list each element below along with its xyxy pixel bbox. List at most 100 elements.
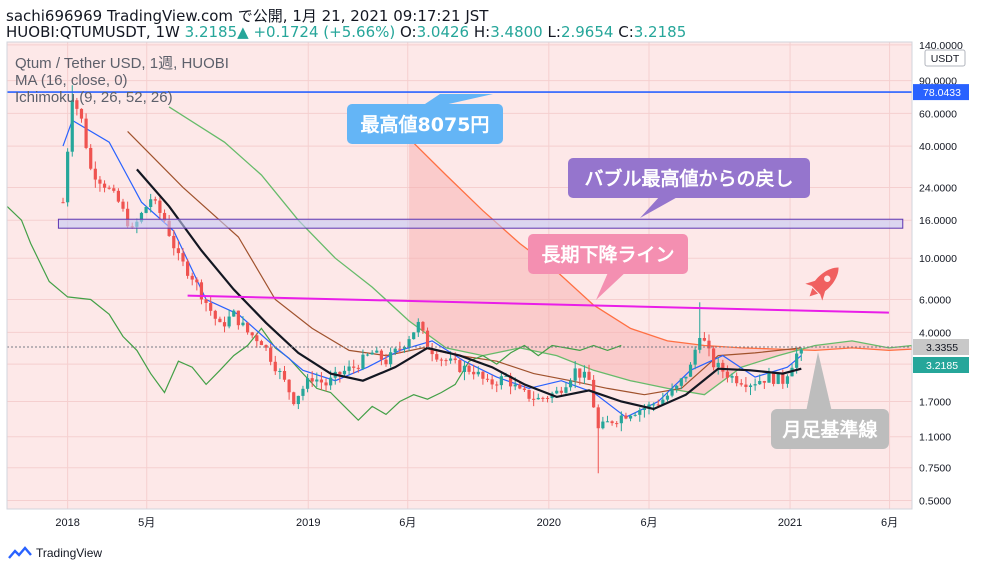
hline-price-label: 78.0433 [923, 87, 961, 99]
candle-body [582, 371, 587, 378]
candle-body [439, 359, 443, 361]
candle-body [61, 202, 65, 204]
resistance-zone [57, 218, 904, 229]
price-tick-label: 140.0000 [919, 40, 963, 52]
candle-body [324, 382, 328, 386]
candle-body [218, 318, 222, 323]
price-tick-label: 16.0000 [919, 215, 957, 227]
candle-body [158, 200, 162, 213]
downtrend-callout-text[interactable]: 長期下降ライン [541, 243, 674, 266]
candle-body [670, 388, 674, 396]
candle-body [495, 384, 499, 386]
legend-ichimoku[interactable]: Ichimoku (9, 26, 52, 26) [15, 89, 173, 106]
candle-body [758, 380, 762, 385]
ichimoku-cloud [409, 138, 912, 395]
low-label: L: [547, 23, 561, 41]
candle-body [721, 362, 725, 372]
legend-ma[interactable]: MA (16, close, 0) [15, 72, 128, 89]
candle-body [785, 376, 790, 384]
close-label: C: [618, 23, 634, 41]
price-tick-label: 6.0000 [919, 295, 951, 307]
candle-body [329, 377, 333, 386]
candle-body [250, 332, 254, 336]
candle-body [338, 371, 342, 375]
candle-body [633, 414, 637, 416]
candle-body [116, 190, 120, 202]
monthly-callout-text[interactable]: 月足基準線 [781, 418, 877, 441]
time-tick-label: 6月 [881, 517, 898, 529]
candle-body [107, 187, 111, 189]
candle-body [70, 100, 74, 152]
candle-body [379, 350, 383, 360]
price-tick-label: 0.5000 [919, 495, 951, 507]
candle-body [181, 253, 185, 262]
candle-body [730, 376, 734, 378]
candle-body [555, 390, 559, 394]
candle-body [444, 360, 448, 362]
candle-body [264, 345, 268, 348]
candle-body [421, 321, 425, 331]
candle-body [698, 337, 702, 350]
low-value: 2.9654 [560, 23, 614, 41]
candle-body [799, 349, 803, 354]
candle-body [462, 365, 467, 372]
candle-body [347, 366, 351, 371]
candle-body [449, 358, 453, 361]
candle-body [601, 421, 605, 429]
symbol-label[interactable]: HUOBI:QTUMUSDT, 1W [6, 23, 180, 41]
candle-body [222, 322, 227, 327]
candle-body [702, 337, 706, 341]
currency-label: USDT [931, 53, 960, 65]
candle-body [522, 388, 527, 390]
legend-title[interactable]: Qtum / Tether USD, 1週, HUOBI [15, 55, 229, 72]
brand-label[interactable]: TradingView [36, 546, 103, 560]
price-tick-label: 1.7000 [919, 397, 951, 409]
time-tick-label: 5月 [138, 517, 155, 529]
peak-callout-text[interactable]: 最高値8075円 [361, 113, 490, 136]
candle-body [162, 212, 167, 221]
candle-body [490, 379, 494, 385]
candle-body [287, 379, 291, 393]
candle-body [370, 352, 374, 355]
axes: 140.000090.000060.000040.000024.000016.0… [6, 40, 963, 529]
time-tick-label: 2021 [778, 517, 802, 529]
candle-body [725, 371, 730, 378]
candle-body [430, 348, 434, 355]
candle-body [89, 147, 93, 169]
time-tick-label: 6月 [399, 517, 416, 529]
candle-body [144, 207, 148, 213]
retrace-callout-text[interactable]: バブル最高値からの戻し [584, 167, 793, 190]
candle-body [527, 389, 531, 399]
price-tick-label: 24.0000 [919, 182, 957, 194]
candle-body [112, 188, 116, 191]
time-tick-label: 6月 [640, 517, 657, 529]
candle-body [296, 395, 300, 405]
candle-body [485, 378, 490, 380]
candle-body [762, 380, 766, 383]
candle-body [292, 392, 296, 405]
candle-body [98, 179, 102, 184]
last-price: 3.2185 [184, 23, 238, 41]
candle-body [610, 421, 614, 424]
candle-body [499, 376, 503, 386]
rocket-icon [805, 267, 839, 301]
candle-body [711, 348, 716, 368]
candle-body [227, 316, 231, 327]
candle-body [209, 302, 213, 311]
candle-body [241, 322, 245, 326]
lagging-span-line [6, 205, 622, 422]
candle-body [735, 376, 739, 384]
high-value: 3.4800 [490, 23, 543, 41]
candle-body [407, 339, 411, 347]
candle-body [605, 421, 610, 423]
candle-body [642, 408, 646, 411]
candle-body [213, 310, 217, 319]
candle-body [402, 346, 407, 349]
time-tick-label: 2020 [537, 517, 561, 529]
candle-body [255, 335, 259, 342]
candle-body [245, 322, 250, 333]
candle-body [679, 378, 683, 386]
candle-body [126, 208, 130, 227]
candle-body [771, 373, 776, 384]
